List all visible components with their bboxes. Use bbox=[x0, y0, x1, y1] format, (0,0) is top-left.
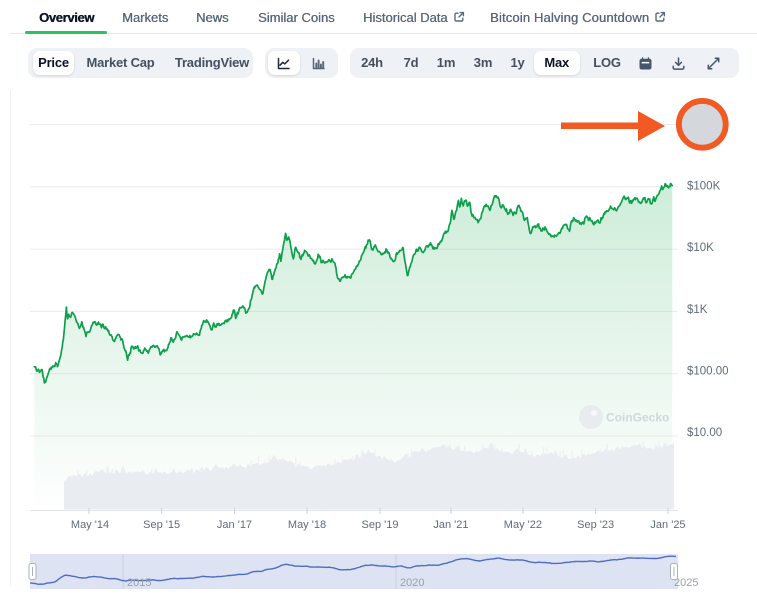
svg-text:2015: 2015 bbox=[127, 577, 151, 589]
svg-text:May '22: May '22 bbox=[504, 519, 542, 531]
svg-text:$10.00: $10.00 bbox=[687, 427, 722, 439]
svg-text:May '14: May '14 bbox=[71, 519, 109, 531]
svg-text:Jan '25: Jan '25 bbox=[650, 519, 685, 531]
svg-text:CoinGecko: CoinGecko bbox=[606, 411, 669, 425]
svg-text:Sep '15: Sep '15 bbox=[143, 519, 180, 531]
svg-text:2025: 2025 bbox=[674, 577, 698, 589]
svg-text:$1K: $1K bbox=[687, 304, 708, 316]
svg-text:2020: 2020 bbox=[400, 577, 424, 589]
svg-text:Jan '21: Jan '21 bbox=[433, 519, 468, 531]
svg-text:May '18: May '18 bbox=[288, 519, 326, 531]
svg-text:Sep '23: Sep '23 bbox=[577, 519, 614, 531]
svg-text:$100K: $100K bbox=[687, 181, 721, 193]
svg-text:Jan '17: Jan '17 bbox=[217, 519, 252, 531]
svg-text:$10K: $10K bbox=[687, 242, 714, 254]
svg-text:$100.00: $100.00 bbox=[687, 366, 729, 378]
svg-text:Sep '19: Sep '19 bbox=[362, 519, 399, 531]
